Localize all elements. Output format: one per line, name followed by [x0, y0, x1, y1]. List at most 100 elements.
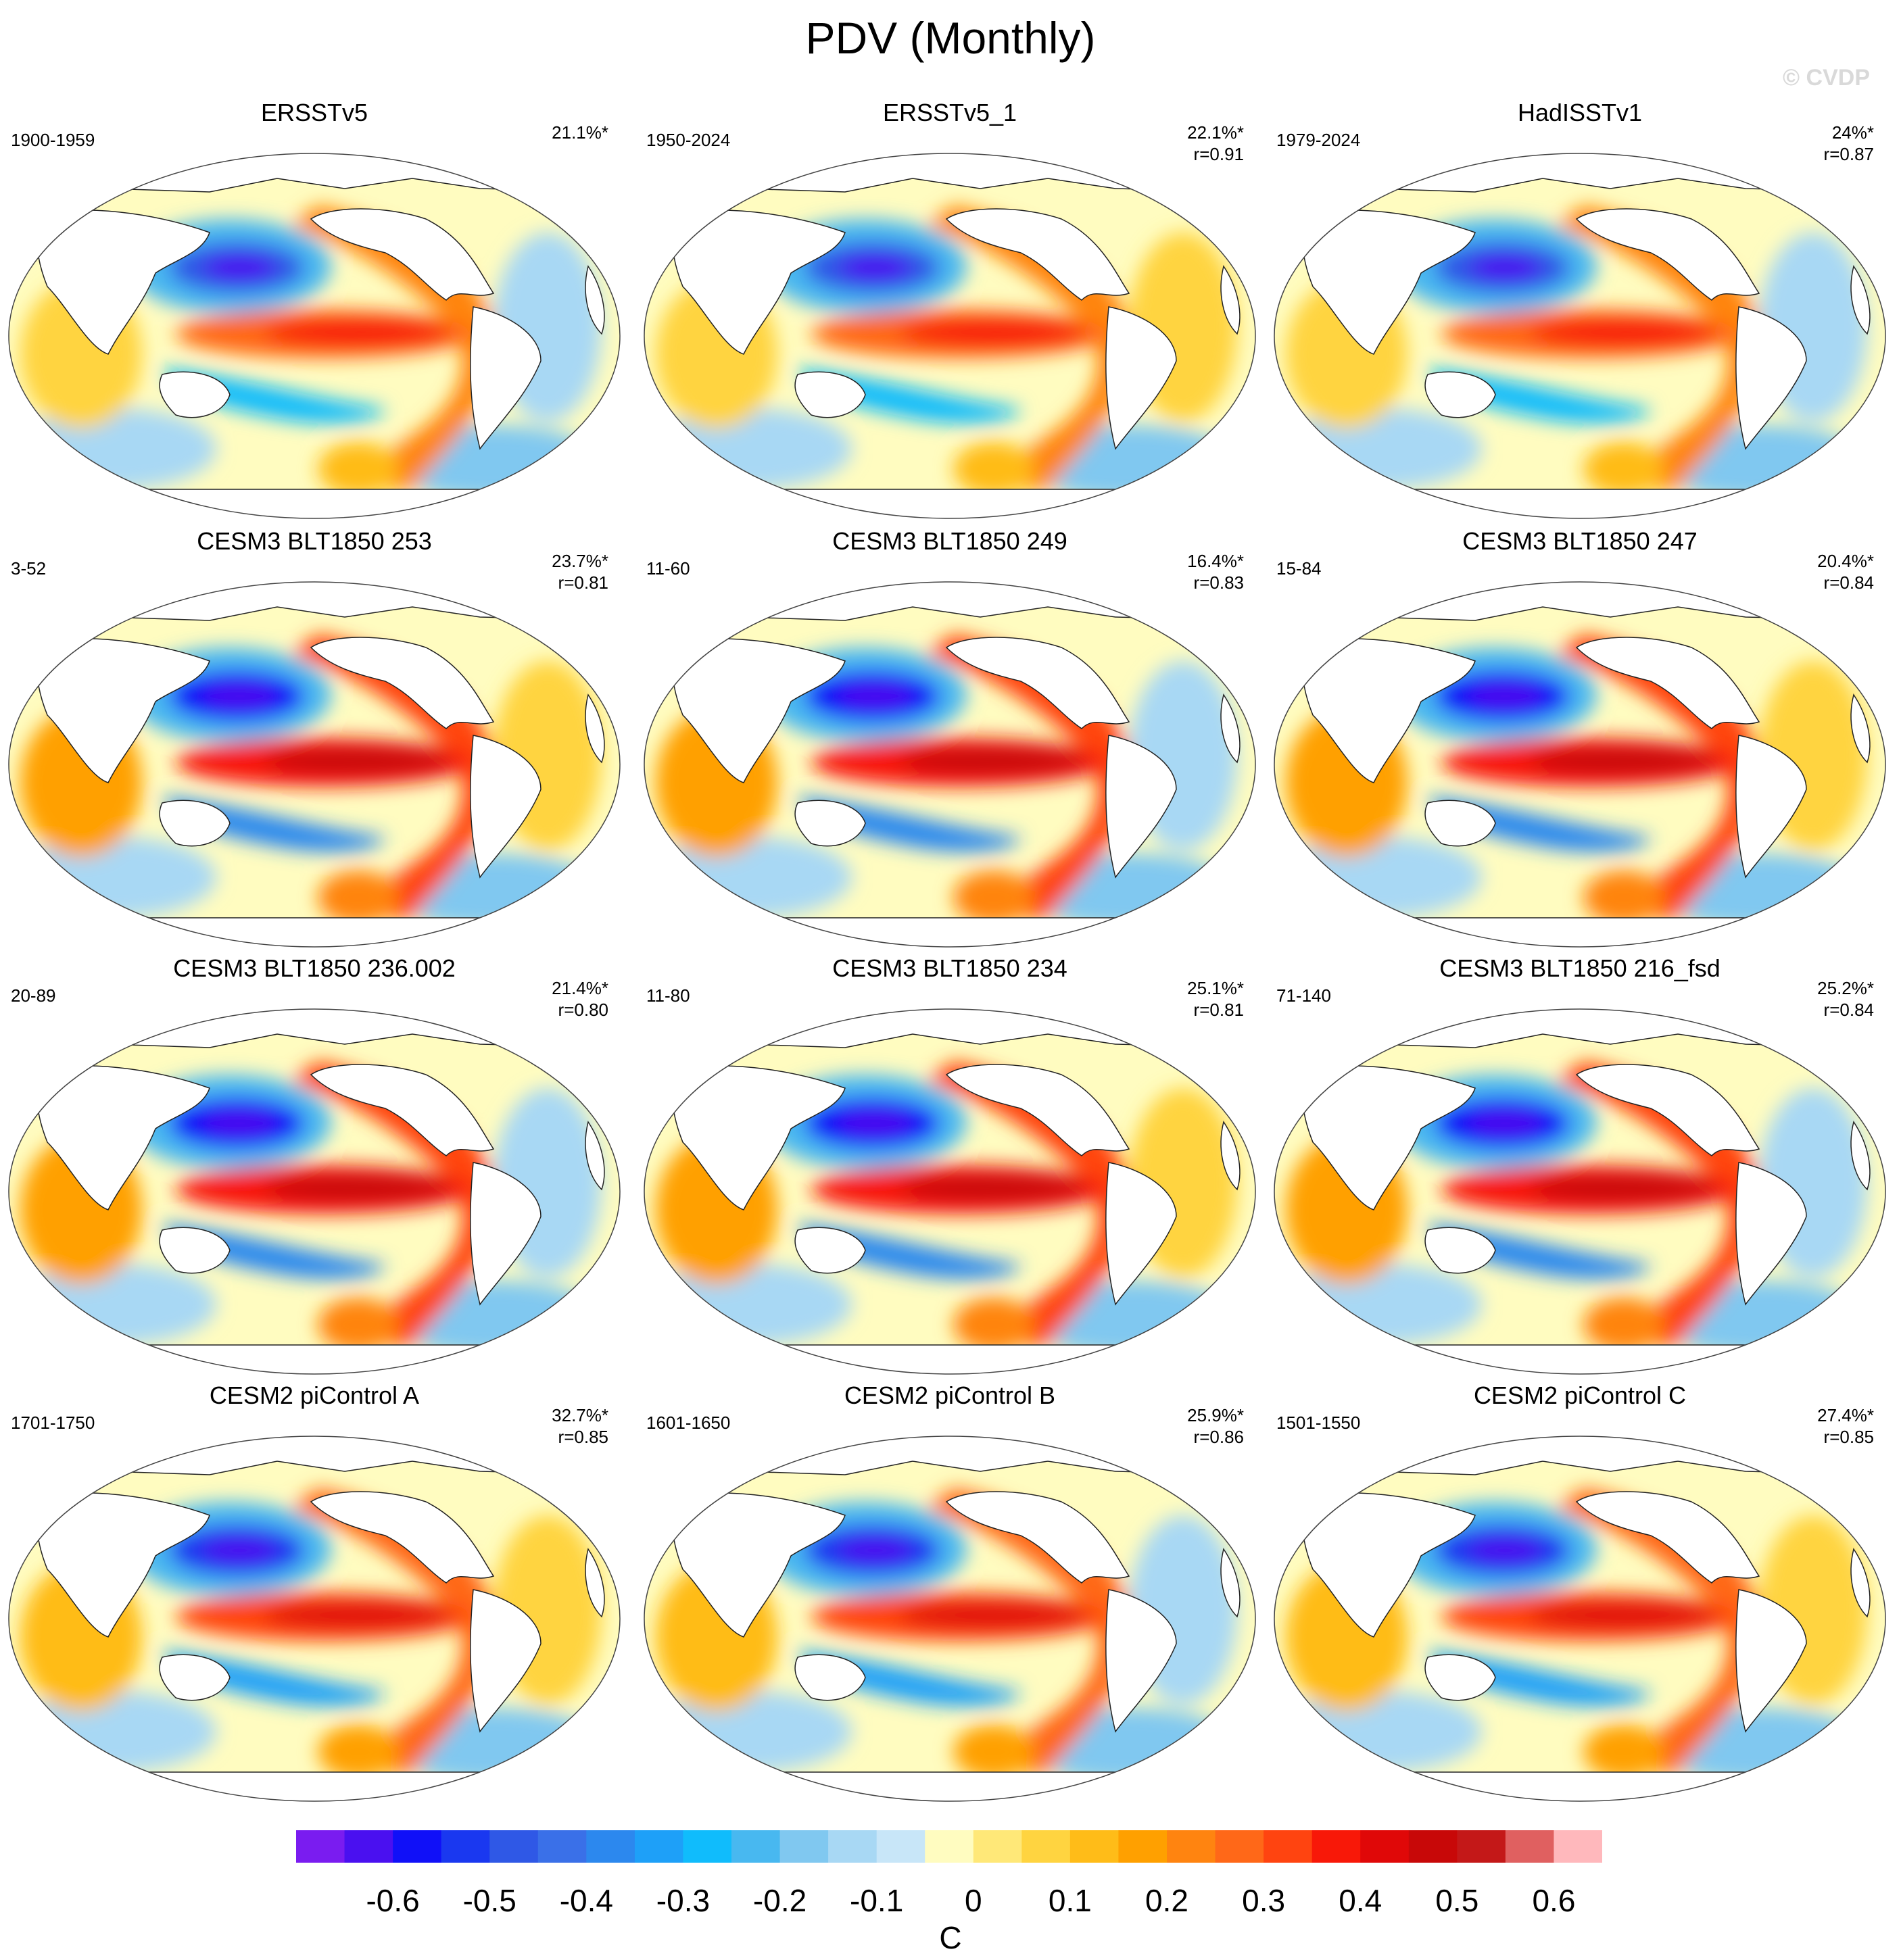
pattern-correlation: r=0.81	[1193, 1000, 1244, 1020]
sst-anomaly-map	[1274, 1436, 1886, 1802]
map-panel: CESM2 piControl C 1501-1550 27.4%* r=0.85	[1266, 1381, 1894, 1807]
colorbar-swatch	[828, 1830, 877, 1863]
pattern-correlation: r=0.85	[558, 1427, 608, 1447]
colorbar-swatch	[1505, 1830, 1555, 1863]
colorbar-tick-label: -0.1	[850, 1883, 904, 1918]
colorbar-swatch	[393, 1830, 442, 1863]
sst-anomaly-map	[644, 1008, 1256, 1375]
colorbar-swatch	[779, 1830, 829, 1863]
sst-anomaly-map	[8, 153, 621, 519]
variance-percent: 20.4%*	[1817, 551, 1874, 571]
panel-stats: 24%* r=0.87	[1824, 122, 1874, 165]
panel-period: 1701-1750	[11, 1413, 95, 1433]
map-panel: CESM2 piControl B 1601-1650 25.9%* r=0.86	[635, 1381, 1264, 1807]
colorbar-swatch	[1408, 1830, 1458, 1863]
panel-period: 11-60	[646, 558, 690, 579]
variance-percent: 27.4%*	[1817, 1405, 1874, 1425]
colorbar-tick-label: 0.5	[1435, 1883, 1479, 1918]
panel-title: CESM3 BLT1850 253	[197, 527, 432, 555]
colorbar-tick-label: 0.1	[1048, 1883, 1092, 1918]
panel-stats: 21.1%*	[552, 122, 608, 143]
panel-period: 1979-2024	[1276, 130, 1361, 150]
colorbar-swatch	[441, 1830, 490, 1863]
colorbar-tick-label: 0.2	[1145, 1883, 1188, 1918]
panel-stats: 23.7%* r=0.81	[552, 550, 608, 593]
panel-title: CESM3 BLT1850 216_fsd	[1439, 954, 1720, 982]
colorbar-swatch	[683, 1830, 732, 1863]
colorbar-swatch	[925, 1830, 974, 1863]
colorbar-swatch	[731, 1830, 781, 1863]
colorbar-tick-label: -0.3	[656, 1883, 711, 1918]
colorbar-swatch	[634, 1830, 684, 1863]
colorbar-swatch	[344, 1830, 393, 1863]
map-panel: CESM3 BLT1850 234 11-80 25.1%* r=0.81	[635, 954, 1264, 1380]
panel-title: HadISSTv1	[1517, 99, 1643, 126]
colorbar-tick-label: -0.6	[366, 1883, 420, 1918]
variance-percent: 23.7%*	[552, 551, 608, 571]
panel-period: 1601-1650	[646, 1413, 731, 1433]
variance-percent: 25.2%*	[1817, 978, 1874, 998]
colorbar-swatch	[1360, 1830, 1410, 1863]
panel-period: 1950-2024	[646, 130, 731, 150]
panel-period: 1501-1550	[1276, 1413, 1361, 1433]
panel-stats: 20.4%* r=0.84	[1817, 550, 1874, 593]
colorbar-swatch	[1215, 1830, 1264, 1863]
colorbar-tick-label: -0.4	[559, 1883, 613, 1918]
panel-title: CESM3 BLT1850 247	[1462, 527, 1698, 555]
variance-percent: 24%*	[1831, 122, 1874, 143]
map-panel: CESM3 BLT1850 253 3-52 23.7%* r=0.81	[0, 527, 629, 953]
panel-stats: 27.4%* r=0.85	[1817, 1404, 1874, 1448]
panel-stats: 25.9%* r=0.86	[1187, 1404, 1244, 1448]
map-panel: ERSSTv5 1900-1959 21.1%*	[0, 99, 629, 524]
panel-stats: 22.1%* r=0.91	[1187, 122, 1244, 165]
sst-anomaly-map	[644, 1436, 1256, 1802]
panel-period: 20-89	[11, 985, 56, 1006]
panel-period: 15-84	[1276, 558, 1322, 579]
colorbar-tick-label: -0.2	[752, 1883, 807, 1918]
sst-anomaly-map	[8, 1436, 621, 1802]
variance-percent: 25.1%*	[1187, 978, 1244, 998]
panel-title: ERSSTv5_1	[882, 99, 1017, 126]
pattern-correlation: r=0.87	[1823, 144, 1874, 164]
colorbar-swatch	[586, 1830, 635, 1863]
colorbar-swatch	[1021, 1830, 1071, 1863]
pattern-correlation: r=0.85	[1823, 1427, 1874, 1447]
watermark: © CVDP	[1783, 65, 1870, 91]
colorbar-tick-label: 0.3	[1242, 1883, 1286, 1918]
variance-percent: 25.9%*	[1187, 1405, 1244, 1425]
map-panel: HadISSTv1 1979-2024 24%* r=0.87	[1266, 99, 1894, 524]
colorbar-tick-label: 0	[964, 1883, 982, 1918]
panel-stats: 25.2%* r=0.84	[1817, 977, 1874, 1021]
colorbar-swatch	[296, 1830, 345, 1863]
map-panel: CESM3 BLT1850 247 15-84 20.4%* r=0.84	[1266, 527, 1894, 953]
colorbar-swatch	[1264, 1830, 1313, 1863]
variance-percent: 21.4%*	[552, 978, 608, 998]
panel-period: 71-140	[1276, 985, 1331, 1006]
colorbar-swatch	[1118, 1830, 1168, 1863]
variance-percent: 22.1%*	[1187, 122, 1244, 143]
sst-anomaly-map	[8, 581, 621, 948]
map-panel: CESM2 piControl A 1701-1750 32.7%* r=0.85	[0, 1381, 629, 1807]
sst-anomaly-map	[1274, 581, 1886, 948]
pattern-correlation: r=0.83	[1193, 572, 1244, 593]
colorbar-tick-label: -0.5	[462, 1883, 516, 1918]
panel-stats: 16.4%* r=0.83	[1187, 550, 1244, 593]
colorbar-swatch	[1312, 1830, 1361, 1863]
sst-anomaly-map	[1274, 1008, 1886, 1375]
sst-anomaly-map	[8, 1008, 621, 1375]
colorbar-tick-label: 0.4	[1339, 1883, 1382, 1918]
colorbar	[296, 1830, 1602, 1863]
panel-title: ERSSTv5	[260, 99, 368, 126]
colorbar-units: C	[939, 1920, 962, 1955]
colorbar-swatch	[1069, 1830, 1120, 1863]
sst-anomaly-map	[644, 581, 1256, 948]
variance-percent: 21.1%*	[552, 122, 608, 143]
pattern-correlation: r=0.86	[1193, 1427, 1244, 1447]
colorbar-swatch	[973, 1830, 1022, 1863]
colorbar-swatch	[876, 1830, 925, 1863]
pattern-correlation: r=0.81	[558, 572, 608, 593]
panel-title: CESM2 piControl C	[1473, 1381, 1687, 1409]
colorbar-swatch	[1167, 1830, 1216, 1863]
panel-title: CESM2 piControl A	[209, 1381, 420, 1409]
sst-anomaly-map	[1274, 153, 1886, 519]
